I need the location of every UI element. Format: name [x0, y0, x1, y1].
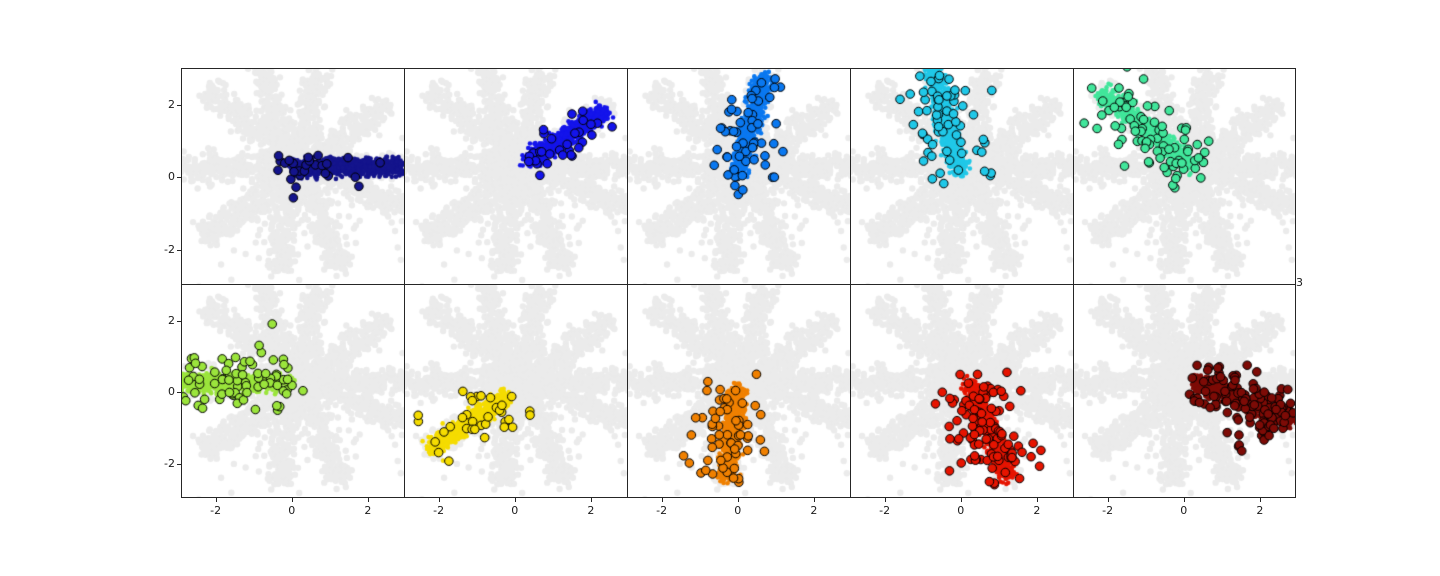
x-tick-label: -2: [656, 504, 668, 517]
subplot-cluster-7: [404, 284, 627, 498]
axis-tick-mark: [177, 392, 181, 394]
subplot-cluster-9: [850, 284, 1073, 498]
axis-tick-mark: [215, 498, 217, 502]
axis-tick-mark: [813, 498, 815, 502]
x-tick-label: 0: [1180, 504, 1188, 517]
x-tick-label: -2: [210, 504, 222, 517]
scatter-canvas-7: [405, 285, 627, 497]
subplot-cluster-10: [1073, 284, 1296, 498]
x-tick-label: 0: [511, 504, 519, 517]
subplot-cluster-8: [627, 284, 850, 498]
subplot-cluster-2: [404, 68, 627, 284]
axis-tick-mark: [291, 498, 293, 502]
scatter-canvas-4: [851, 69, 1073, 284]
axis-tick-mark: [1107, 498, 1109, 502]
axis-tick-mark: [177, 177, 181, 179]
y-tick-label: 2: [168, 313, 175, 327]
stray-text: 3: [1296, 276, 1303, 289]
y-tick-label: -2: [164, 242, 175, 256]
x-tick-label: 2: [1256, 504, 1264, 517]
subplot-cluster-1: [181, 68, 404, 284]
axis-tick-mark: [661, 498, 663, 502]
x-tick-label: -2: [879, 504, 891, 517]
subplot-cluster-4: [850, 68, 1073, 284]
scatter-canvas-8: [628, 285, 850, 497]
axis-tick-mark: [438, 498, 440, 502]
axis-tick-mark: [514, 498, 516, 502]
axis-tick-mark: [177, 320, 181, 322]
x-tick-label: 0: [288, 504, 296, 517]
x-tick-label: 2: [810, 504, 818, 517]
scatter-canvas-9: [851, 285, 1073, 497]
axis-tick-mark: [884, 498, 886, 502]
subplot-cluster-3: [627, 68, 850, 284]
axis-tick-mark: [1259, 498, 1261, 502]
subplot-cluster-6: [181, 284, 404, 498]
scatter-canvas-10: [1074, 285, 1295, 497]
y-tick-label: 2: [168, 97, 175, 111]
axis-tick-mark: [1036, 498, 1038, 502]
scatter-canvas-2: [405, 69, 627, 284]
axis-tick-mark: [737, 498, 739, 502]
subplot-cluster-5: [1073, 68, 1296, 284]
y-tick-label: 0: [168, 385, 175, 399]
scatter-canvas-3: [628, 69, 850, 284]
axis-tick-mark: [177, 249, 181, 251]
scatter-canvas-6: [182, 285, 404, 497]
x-tick-label: -2: [1102, 504, 1114, 517]
x-tick-label: -2: [433, 504, 445, 517]
axis-tick-mark: [960, 498, 962, 502]
axis-tick-mark: [177, 104, 181, 106]
x-tick-label: 2: [364, 504, 372, 517]
y-tick-label: -2: [164, 456, 175, 470]
axis-tick-mark: [1183, 498, 1185, 502]
x-tick-label: 2: [587, 504, 595, 517]
axis-tick-mark: [177, 463, 181, 465]
scatter-canvas-5: [1074, 69, 1295, 284]
axis-tick-mark: [590, 498, 592, 502]
x-tick-label: 0: [734, 504, 742, 517]
axis-tick-mark: [367, 498, 369, 502]
x-tick-label: 0: [957, 504, 965, 517]
y-tick-label: 0: [168, 170, 175, 184]
scatter-canvas-1: [182, 69, 404, 284]
x-tick-label: 2: [1033, 504, 1041, 517]
